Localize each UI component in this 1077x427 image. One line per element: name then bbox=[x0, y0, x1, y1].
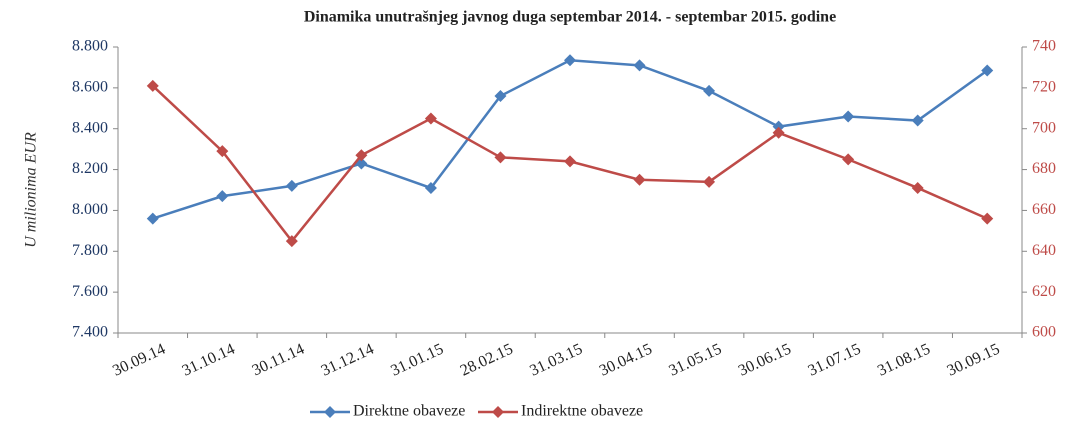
y2-tick-label: 700 bbox=[1032, 119, 1056, 136]
marker bbox=[424, 112, 437, 125]
legend-label: Indirektne obaveze bbox=[521, 403, 643, 420]
legend-label: Direktne obaveze bbox=[353, 403, 465, 420]
y2-tick-label: 720 bbox=[1032, 79, 1056, 96]
marker bbox=[703, 175, 716, 188]
y-tick-label: 8.600 bbox=[72, 79, 108, 96]
marker bbox=[285, 179, 298, 192]
x-tick-label: 31.05.15 bbox=[666, 341, 724, 380]
marker bbox=[633, 173, 646, 186]
x-tick-label: 30.11.14 bbox=[250, 341, 307, 380]
x-tick-label: 31.03.15 bbox=[527, 341, 585, 380]
y-tick-label: 8.800 bbox=[72, 38, 108, 55]
marker bbox=[703, 84, 716, 97]
marker bbox=[772, 120, 785, 133]
x-tick-label: 31.01.15 bbox=[388, 341, 446, 380]
marker bbox=[146, 79, 159, 92]
x-tick-label: 31.12.14 bbox=[319, 341, 377, 380]
y2-tick-label: 600 bbox=[1032, 324, 1056, 341]
marker bbox=[216, 190, 229, 203]
y-tick-label: 8.200 bbox=[72, 160, 108, 177]
y-tick-label: 7.600 bbox=[72, 283, 108, 300]
series-line bbox=[152, 59, 988, 220]
x-tick-label: 30.09.14 bbox=[110, 341, 168, 380]
x-tick-label: 30.09.15 bbox=[945, 341, 1003, 380]
marker bbox=[911, 114, 924, 127]
x-tick-label: 30.04.15 bbox=[597, 341, 655, 380]
y-axis-label: U milionima EUR bbox=[23, 132, 40, 248]
y2-tick-label: 680 bbox=[1032, 160, 1056, 177]
legend-marker bbox=[492, 406, 504, 418]
legend-marker bbox=[324, 406, 336, 418]
x-tick-label: 31.08.15 bbox=[875, 341, 933, 380]
x-tick-label: 31.07.15 bbox=[805, 341, 863, 380]
y2-tick-label: 640 bbox=[1032, 242, 1056, 259]
marker bbox=[564, 54, 576, 67]
y-tick-label: 7.400 bbox=[72, 324, 108, 341]
marker bbox=[981, 64, 994, 77]
x-tick-label: 28.02.15 bbox=[458, 341, 516, 380]
chart-title: Dinamika unutrašnjeg javnog duga septemb… bbox=[304, 9, 836, 26]
y-tick-label: 8.000 bbox=[72, 201, 108, 218]
marker bbox=[772, 126, 785, 139]
marker bbox=[981, 212, 994, 225]
marker bbox=[842, 153, 855, 166]
y2-tick-label: 740 bbox=[1032, 38, 1056, 55]
marker bbox=[285, 235, 298, 248]
marker bbox=[633, 59, 646, 72]
marker bbox=[494, 90, 507, 103]
y-tick-label: 8.400 bbox=[72, 119, 108, 136]
marker bbox=[146, 212, 159, 225]
x-tick-label: 30.06.15 bbox=[736, 341, 794, 380]
x-tick-label: 31.10.14 bbox=[180, 341, 238, 380]
marker bbox=[424, 181, 437, 194]
marker bbox=[564, 155, 576, 168]
y2-tick-label: 660 bbox=[1032, 201, 1056, 218]
marker bbox=[355, 149, 368, 162]
y-tick-label: 7.800 bbox=[72, 242, 108, 259]
marker bbox=[842, 110, 855, 123]
marker bbox=[494, 151, 507, 164]
marker bbox=[216, 145, 229, 158]
marker bbox=[911, 181, 924, 194]
y2-tick-label: 620 bbox=[1032, 283, 1056, 300]
